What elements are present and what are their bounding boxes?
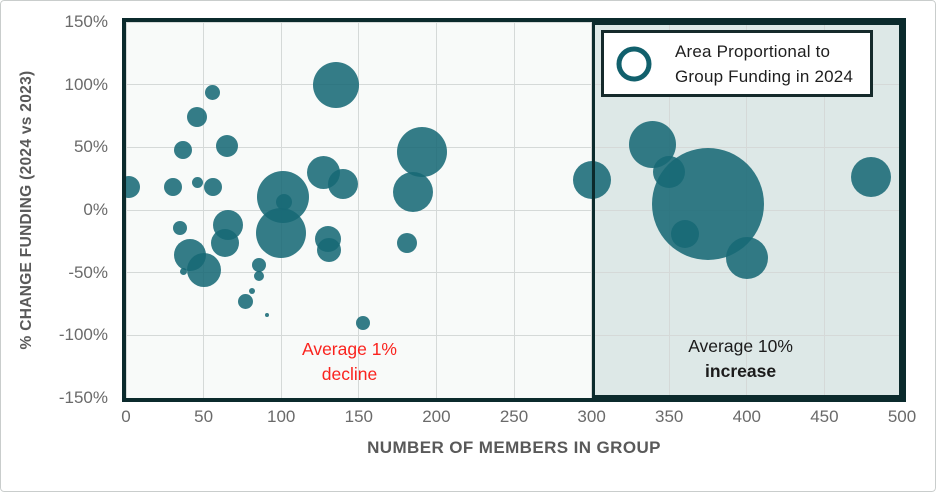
annotation-decline: Average 1% decline [302, 337, 397, 387]
data-bubble [265, 313, 270, 318]
x-tick-label: 200 [422, 407, 451, 426]
x-tick-label: 150 [344, 407, 373, 426]
data-bubble [397, 127, 448, 178]
horizontal-gridline [126, 84, 902, 86]
y-tick-label: 50% [73, 137, 108, 157]
y-tick-label: -100% [58, 325, 108, 345]
data-bubble [203, 178, 222, 197]
data-bubble [179, 267, 187, 275]
y-tick-label: 150% [64, 12, 108, 31]
horizontal-gridline [126, 334, 902, 336]
y-axis-ticks: 150% 100% 50% 0% -50% -100% -150% [0, 0, 112, 492]
data-bubble [248, 288, 255, 295]
data-bubble [215, 135, 238, 158]
data-bubble [276, 194, 293, 211]
y-tick-label: -50% [68, 262, 108, 282]
legend-line1: Area Proportional to [675, 41, 831, 61]
y-tick-label: -150% [58, 388, 108, 407]
x-tick-label: 500 [887, 407, 917, 426]
data-bubble [317, 238, 342, 263]
data-bubble [328, 168, 359, 199]
x-axis-title: NUMBER OF MEMBERS IN GROUP [367, 438, 661, 457]
x-tick-label: 250 [499, 407, 529, 426]
horizontal-gridline [126, 146, 902, 148]
annotation-line1: Average 1% [301, 338, 397, 359]
legend-label: Area Proportional to Group Funding in 20… [675, 39, 853, 89]
x-tick-label: 400 [732, 407, 761, 426]
data-bubble [312, 61, 359, 108]
data-bubble [256, 207, 307, 258]
data-bubble [205, 84, 221, 100]
x-tick-label: 50 [194, 407, 214, 426]
data-bubble [252, 258, 267, 273]
legend-line2: Group Funding in 2024 [675, 66, 854, 86]
data-bubble [254, 271, 265, 282]
data-bubble [670, 219, 699, 248]
data-bubble [393, 172, 434, 213]
data-bubble [173, 220, 188, 235]
data-bubble [187, 107, 208, 128]
data-bubble [396, 232, 417, 253]
data-bubble [126, 176, 141, 199]
data-bubble [191, 176, 203, 188]
annotation-line2: decline [321, 363, 378, 384]
data-bubble [238, 293, 253, 309]
data-bubble [850, 157, 891, 198]
data-bubble [174, 140, 193, 159]
data-bubble [163, 178, 182, 197]
x-tick-label: 0 [121, 407, 131, 426]
y-tick-label: 0% [83, 200, 108, 219]
horizontal-gridline [126, 272, 902, 274]
x-tick-label: 100 [267, 407, 296, 426]
horizontal-gridline [126, 22, 902, 23]
legend: Area Proportional to Group Funding in 20… [601, 30, 873, 97]
data-bubble [725, 236, 768, 279]
legend-bubble-icon [616, 46, 652, 81]
horizontal-gridline [126, 397, 902, 398]
annotation-line2: increase [705, 361, 777, 382]
x-tick-label: 350 [655, 407, 684, 426]
horizontal-gridline [126, 209, 902, 211]
annotation-increase: Average 10% increase [688, 334, 793, 384]
x-tick-label: 300 [577, 407, 606, 426]
annotation-line1: Average 10% [688, 336, 793, 357]
data-bubble [186, 253, 221, 288]
y-tick-label: 100% [64, 74, 108, 94]
x-tick-label: 450 [810, 407, 839, 426]
data-bubble [211, 228, 240, 257]
data-bubble [356, 315, 371, 330]
plot-area: Area Proportional to Group Funding in 20… [126, 22, 902, 398]
